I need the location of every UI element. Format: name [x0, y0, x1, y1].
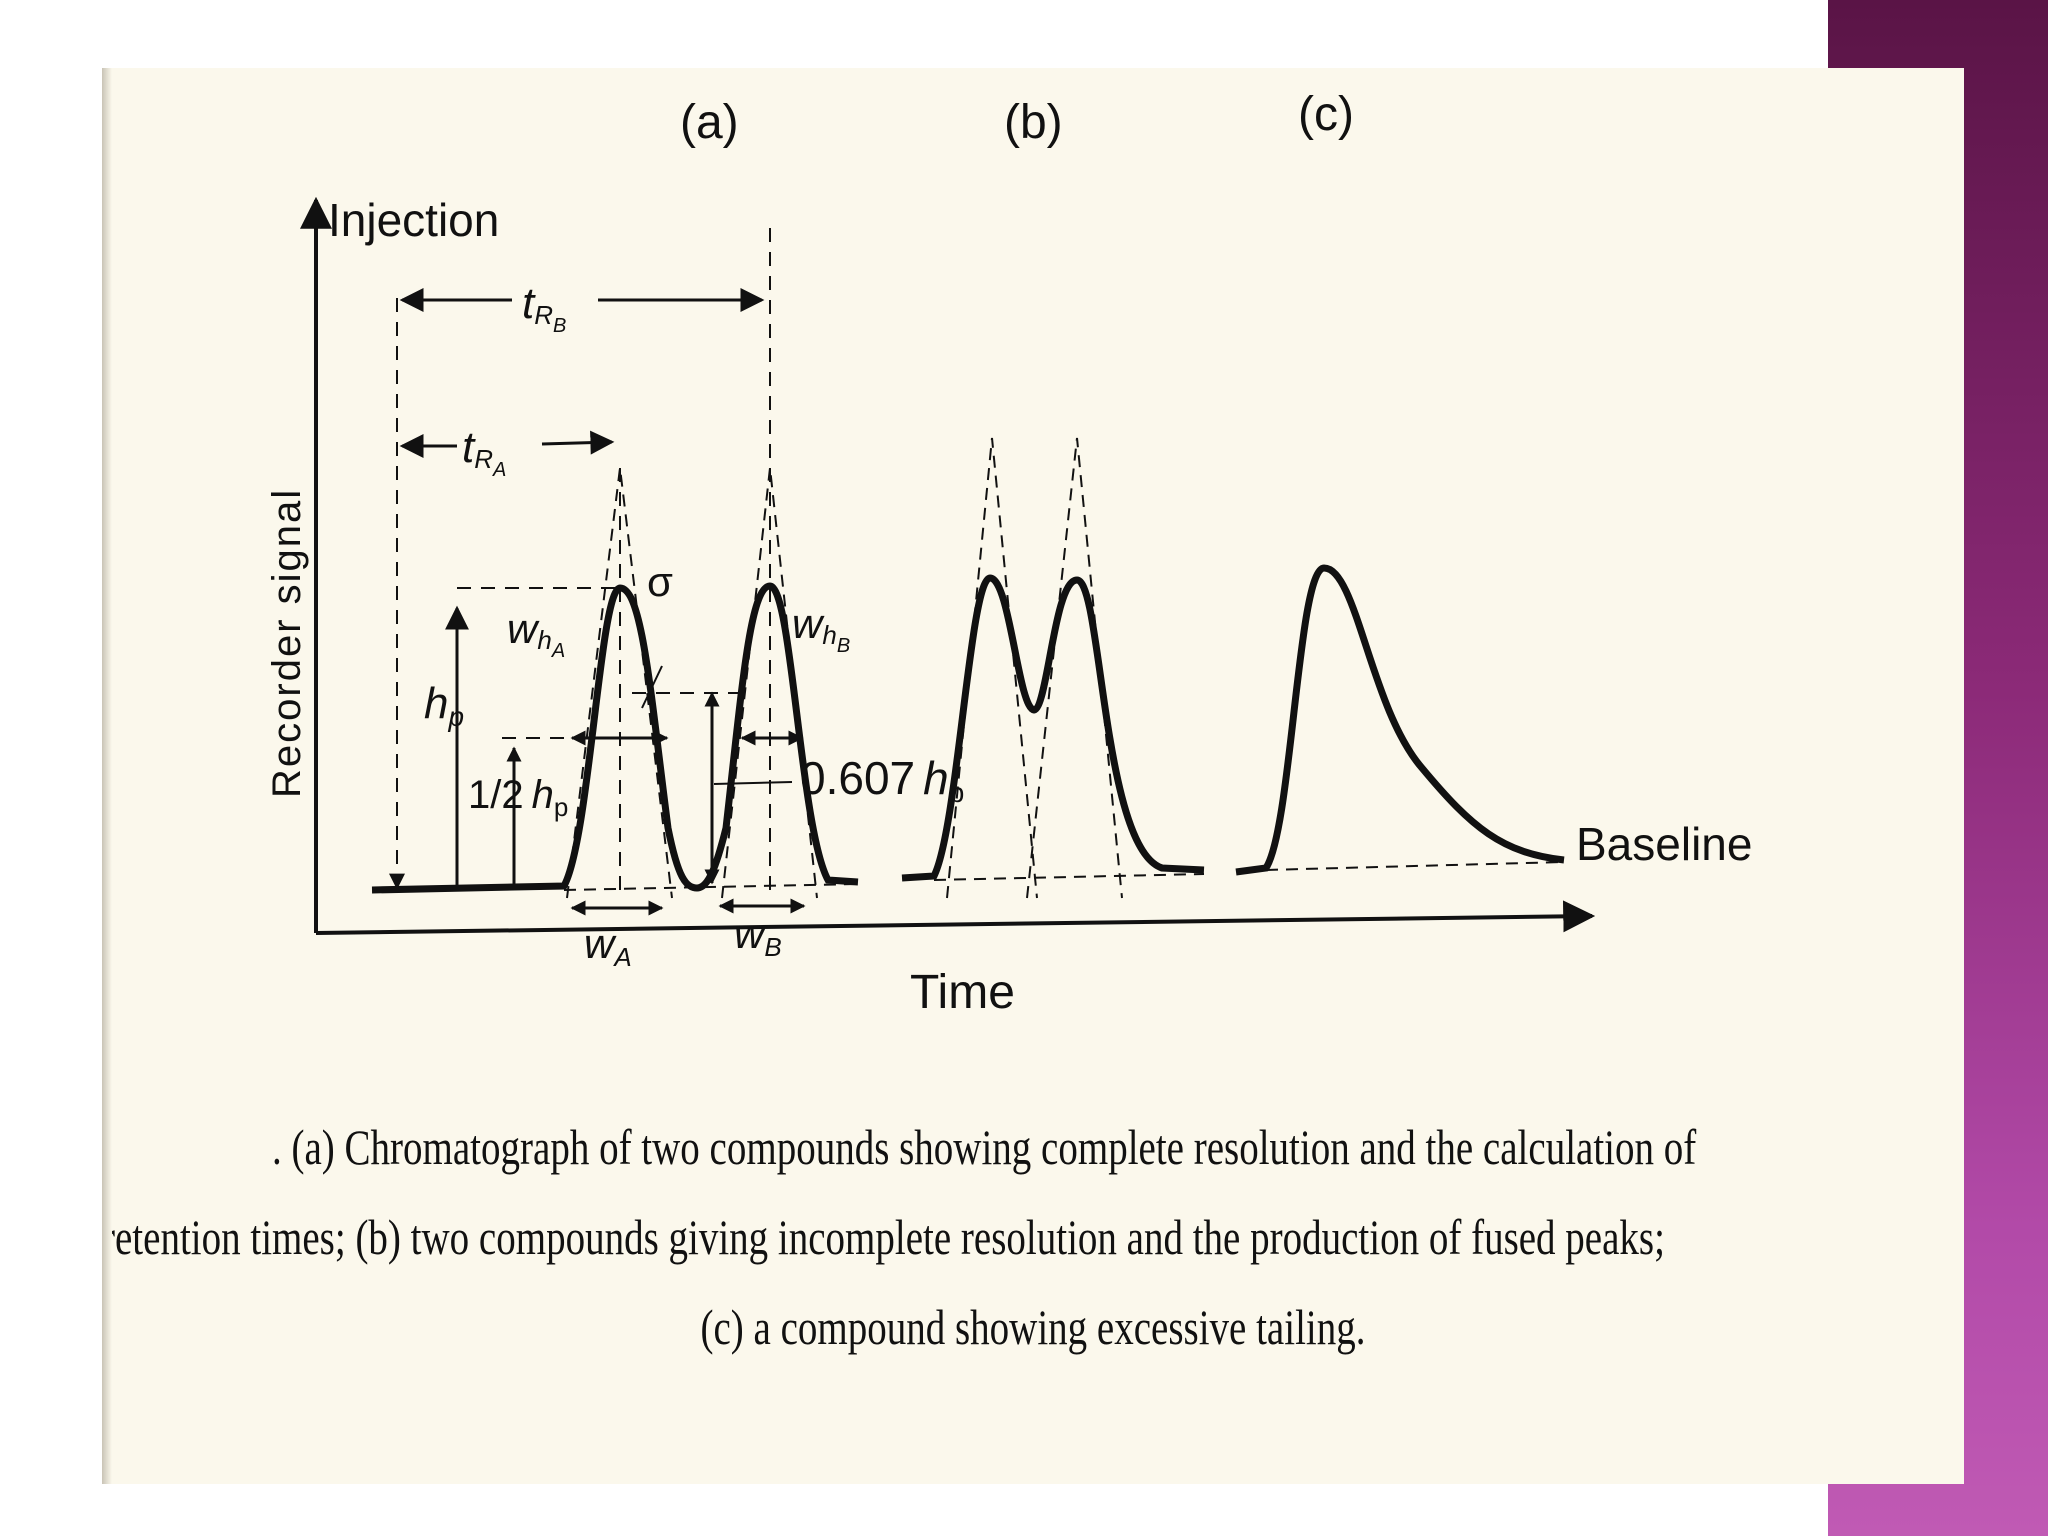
w-a-label: wA: [584, 920, 632, 972]
half-hp-label: 1/2 hp: [468, 773, 568, 822]
baseline-label: Baseline: [1576, 818, 1752, 870]
scanned-figure: (a) (b) (c) Injection Recorder signal Ti…: [102, 68, 1964, 1484]
caption-line-3: (c) a compound showing excessive tailing…: [700, 1299, 1366, 1355]
hp-label: hp: [424, 679, 464, 732]
w-hb-label: whB: [792, 600, 850, 657]
x-axis-label: Time: [910, 966, 1015, 1019]
injection-label: Injection: [328, 194, 499, 246]
annotations-panel-a: [399, 288, 806, 916]
w-ha-label: whA: [507, 605, 565, 662]
sigma-label: σ: [647, 558, 673, 605]
panel-label-a: (a): [680, 96, 739, 149]
y-axis-label: Recorder signal: [265, 488, 309, 798]
caption-line-2: retention times; (b) two compounds givin…: [102, 1209, 1665, 1265]
w-b-label: wB: [734, 910, 782, 962]
t-rb-label: tRB: [522, 279, 566, 337]
peaks-panel-b: [901, 437, 1205, 899]
factor-hp-label: 0.607 hp: [800, 752, 964, 808]
peaks-panel-a: [371, 228, 859, 899]
peaks-panel-c: [1235, 564, 1565, 876]
t-ra-label: tRA: [462, 423, 506, 481]
scan-edge-shadow: [102, 68, 112, 1484]
panel-label-c: (c): [1298, 88, 1354, 141]
panel-label-b: (b): [1004, 96, 1063, 149]
chromatogram-diagram: (a) (b) (c) Injection Recorder signal Ti…: [265, 88, 1752, 1019]
caption-line-1: . (a) Chromatograph of two compounds sho…: [272, 1119, 1697, 1175]
x-axis: [315, 900, 1596, 935]
